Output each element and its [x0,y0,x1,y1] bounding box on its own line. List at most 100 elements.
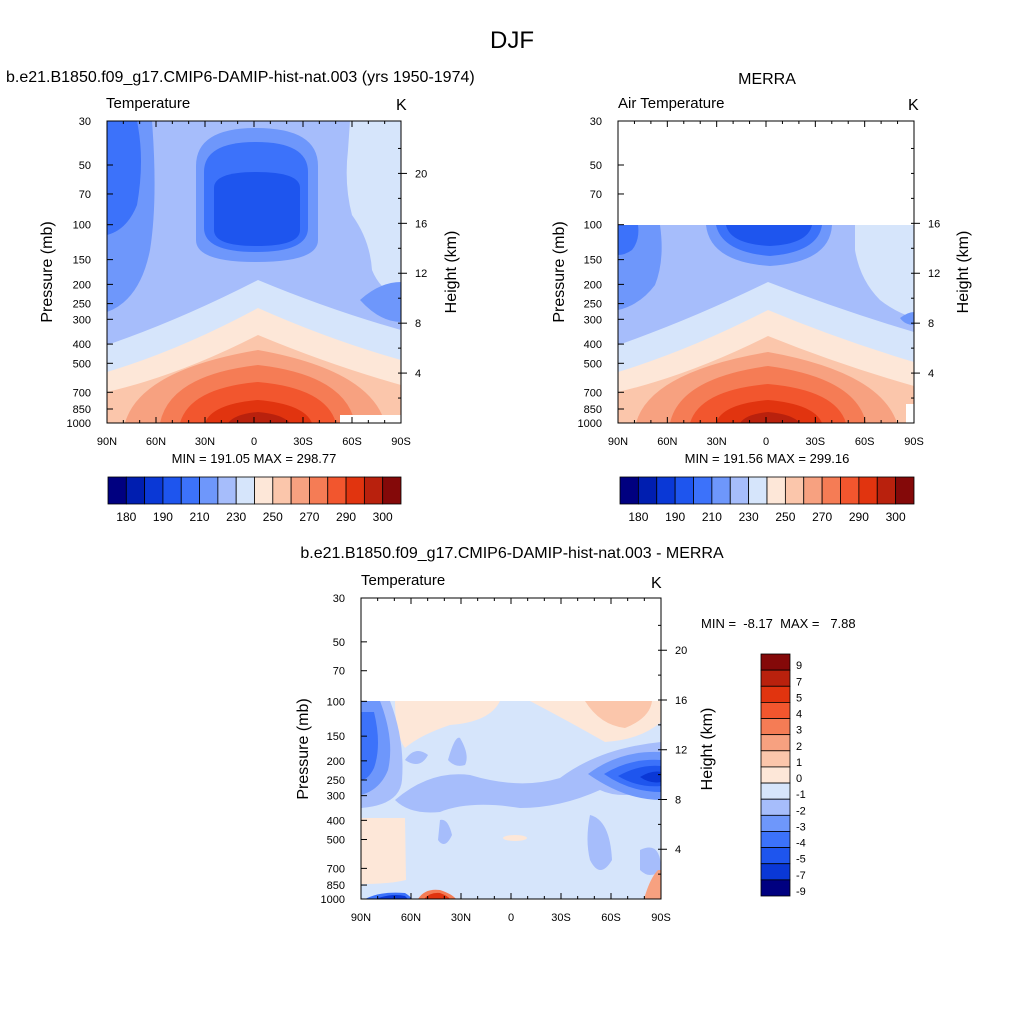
y2-tick-label: 8 [675,794,681,806]
contour-fill [438,819,452,844]
colorbar-label: 0 [796,773,802,785]
colorbar-label: 300 [886,510,906,524]
contour-fill [587,815,612,870]
contour-fill [900,312,914,325]
colorbar-swatch [760,685,791,703]
panel-model-title: Temperature [106,95,190,112]
y-tick-label: 150 [73,255,91,267]
colorbar-swatch [693,476,713,505]
contour-fill [740,412,800,423]
contour-fill [361,818,406,884]
colorbar-label: 9 [796,660,802,672]
panel-model-units: K [396,97,407,114]
x-tick-label: 60N [657,436,677,448]
y-tick-label: 850 [73,404,91,416]
colorbar-swatch [803,476,823,505]
contour-fill [726,225,812,246]
y-tick-label: 700 [73,387,91,399]
colorbar-swatch [760,814,791,832]
contour-fill [640,771,661,783]
colorbar-swatch [760,718,791,736]
colorbar-label: 190 [665,510,685,524]
colorbar-label: -4 [796,838,806,850]
colorbar-label: 270 [299,510,319,524]
x-tick-label: 90S [391,436,411,448]
colorbar-swatch [363,476,384,505]
panel-model-colorbar: 180 190 210 230 250 270 290 300 [107,476,402,524]
contour-fill [503,835,527,841]
colorbar-label: -7 [796,870,806,882]
colorbar-label: 250 [263,510,283,524]
panel-model-subtitle: b.e21.B1850.f09_g17.CMIP6-DAMIP-hist-nat… [6,69,475,86]
y-tick-label: 100 [584,220,602,232]
colorbar-label: 290 [336,510,356,524]
colorbar-swatch [711,476,731,505]
x-tick-label: 60N [401,912,421,924]
panel-model-axes: 90N 60N 30N 0 30S 60S 90S 30 50 70 100 150 200 250 300… [67,116,428,448]
y-tick-label: 1000 [578,418,602,430]
colorbar-swatch [760,734,791,752]
colorbar-swatch [729,476,750,505]
colorbar-swatch [162,476,182,505]
contour-fill [855,225,914,318]
colorbar-label: -1 [796,789,806,801]
contour-fill [360,282,401,322]
colorbar-label: 1 [796,757,802,769]
colorbar-swatch [876,476,897,505]
panel-diff-ylabel: Pressure (mb) [295,698,312,799]
x-tick-label: 0 [508,912,514,924]
colorbar-label: 190 [153,510,173,524]
y-tick-label: 700 [584,387,602,399]
colorbar-label: 7 [796,676,802,688]
colorbar-swatch [760,766,791,784]
panel-diff-colorbar: 9 7 5 4 3 2 1 0 -1 -2 -3 -4 -5 -7 -9 [760,653,806,898]
x-tick-label: 30N [195,436,215,448]
colorbar-swatch [199,476,219,505]
y-tick-label: 150 [584,255,602,267]
colorbar-swatch [637,476,658,505]
colorbar-swatch [327,476,347,505]
missing-data [906,404,914,423]
panel-model-contours [107,121,401,423]
contour-fill [424,892,450,899]
y2-tick-label: 4 [928,368,934,380]
y-tick-label: 200 [584,279,602,291]
colorbar-swatch [821,476,841,505]
y-tick-label: 30 [333,593,345,605]
y2-tick-label: 12 [928,268,940,280]
colorbar-label: 290 [849,510,869,524]
y-tick-label: 100 [73,220,91,232]
x-tick-label: 60S [342,436,362,448]
x-tick-label: 60N [146,436,166,448]
panel-model-y2label: Height (km) [443,231,460,314]
y-tick-label: 400 [327,815,345,827]
panel-merra-contours [618,225,914,423]
y-tick-label: 250 [327,775,345,787]
y-tick-label: 400 [73,339,91,351]
contour-fill [585,701,652,728]
y-tick-label: 1000 [67,418,91,430]
x-tick-label: 60S [855,436,875,448]
x-tick-label: 30N [451,912,471,924]
y-tick-label: 100 [327,696,345,708]
panel-merra-colorbar: 180 190 210 230 250 270 290 300 [619,476,915,524]
contour-fill [644,870,661,899]
y-tick-label: 200 [327,756,345,768]
panel-diff-axes: 90N 60N 30N 0 30S 60S 90S 30 50 70 100 150 200 250 300… [321,593,688,924]
colorbar-label: 4 [796,709,802,721]
x-tick-label: 30S [293,436,313,448]
x-tick-label: 0 [763,436,769,448]
contour-fill [107,121,141,235]
y-tick-label: 300 [327,791,345,803]
panel-diff: b.e21.B1850.f09_g17.CMIP6-DAMIP-hist-nat… [295,545,856,924]
y2-tick-label: 20 [415,168,427,180]
y-tick-label: 200 [73,279,91,291]
colorbar-swatch [254,476,274,505]
panel-diff-title: Temperature [361,572,445,589]
y2-tick-label: 16 [415,218,427,230]
colorbar-label: -5 [796,854,806,866]
y-tick-label: 70 [79,189,91,201]
y2-tick-label: 16 [928,218,940,230]
panel-diff-units: K [651,575,662,592]
